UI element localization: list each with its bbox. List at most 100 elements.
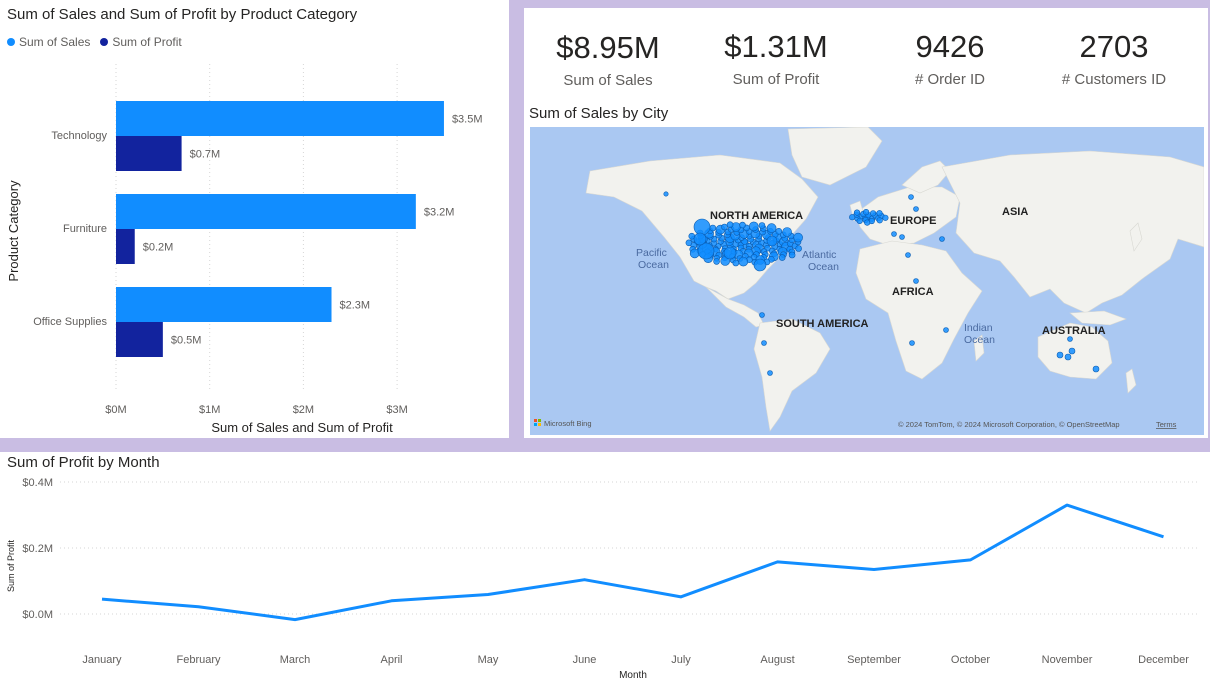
city-bubble[interactable] — [909, 340, 915, 346]
city-bubble[interactable] — [721, 223, 728, 231]
map-panel[interactable]: Sum of Sales by City — [524, 102, 1208, 438]
city-bubble[interactable] — [1068, 347, 1076, 355]
city-bubble[interactable] — [663, 191, 669, 197]
city-bubble[interactable] — [913, 206, 919, 212]
profit-point[interactable] — [582, 577, 588, 583]
label-europe: EUROPE — [890, 215, 936, 227]
profit-point[interactable] — [389, 598, 395, 604]
sales-bar[interactable] — [116, 287, 332, 322]
bing-label: Microsoft Bing — [544, 419, 592, 428]
city-bubble[interactable] — [738, 256, 749, 267]
x-tick-label: $1M — [199, 404, 220, 416]
city-bubble[interactable] — [849, 214, 856, 221]
city-bubble[interactable] — [1067, 336, 1073, 342]
city-bubble[interactable] — [778, 254, 786, 261]
profit-line[interactable] — [101, 503, 1164, 622]
city-bubble[interactable] — [1056, 351, 1064, 359]
label-atlantic: Atlantic — [802, 249, 836, 261]
city-bubble[interactable] — [882, 214, 889, 221]
sales-bar[interactable] — [116, 101, 444, 136]
city-bubble[interactable] — [782, 227, 792, 237]
city-bubble[interactable] — [758, 222, 766, 229]
city-bubble[interactable] — [1064, 353, 1072, 361]
kpi-order-value: 9426 — [915, 29, 985, 64]
map-bubbles[interactable] — [663, 191, 1100, 376]
city-bubble[interactable] — [863, 208, 870, 216]
profit-bar[interactable] — [116, 322, 163, 357]
city-bubble[interactable] — [761, 340, 767, 346]
city-bubble[interactable] — [749, 221, 759, 232]
city-bubble[interactable] — [908, 194, 914, 200]
profit-point[interactable] — [678, 594, 684, 600]
city-bubble[interactable] — [891, 231, 897, 237]
profit-point[interactable] — [1064, 502, 1070, 508]
x-tick-label: March — [280, 654, 311, 666]
bar-data-label: $0.5M — [171, 335, 202, 347]
profit-point[interactable] — [196, 604, 202, 610]
city-bubble[interactable] — [793, 232, 803, 243]
kpi-sales-label: Sum of Sales — [563, 72, 653, 89]
city-bubble[interactable] — [864, 219, 871, 226]
profit-bar[interactable] — [116, 229, 135, 264]
city-bubble[interactable] — [685, 239, 693, 247]
city-bubble[interactable] — [905, 252, 911, 258]
city-bubble[interactable] — [856, 217, 863, 224]
city-bubble[interactable] — [795, 245, 802, 252]
kpi-order-id[interactable]: 9426 # Order ID — [870, 29, 1030, 88]
profit-point[interactable] — [292, 617, 298, 623]
profit-point[interactable] — [485, 592, 491, 598]
city-bubble[interactable] — [693, 218, 711, 236]
profit-point[interactable] — [968, 557, 974, 563]
profit-bar[interactable] — [116, 136, 182, 171]
profit-point[interactable] — [99, 596, 105, 602]
kpi-customers-id[interactable]: 2703 # Customers ID — [1034, 29, 1194, 88]
kpi-sum-of-profit[interactable]: $1.31M Sum of Profit — [696, 29, 856, 88]
x-tick-label: $3M — [386, 404, 407, 416]
city-bubble[interactable] — [739, 221, 746, 229]
city-bubble[interactable] — [899, 234, 905, 240]
city-bubble[interactable] — [870, 210, 877, 217]
bar-chart[interactable]: $0M $1M $2M $3M Technology $3.5M $0.7M Furnitur… — [0, 0, 509, 438]
bar-chart-panel[interactable]: Sum of Sales and Sum of Profit by Produc… — [0, 0, 509, 438]
kpi-customers-value: 2703 — [1079, 29, 1149, 64]
city-bubble[interactable] — [767, 370, 773, 376]
city-bubble[interactable] — [766, 235, 778, 247]
map-terms-link[interactable]: Terms — [1156, 420, 1177, 429]
label-south-america: SOUTH AMERICA — [776, 318, 869, 330]
city-bubble[interactable] — [759, 312, 765, 318]
city-bubble[interactable] — [775, 228, 783, 235]
profit-point[interactable] — [871, 566, 877, 572]
city-bubble[interactable] — [876, 210, 883, 217]
city-bubble[interactable] — [693, 232, 707, 246]
city-bubble[interactable] — [939, 236, 945, 242]
x-tick-label: April — [380, 654, 402, 666]
city-bubble[interactable] — [713, 258, 720, 265]
bar-legend[interactable]: Sum of Sales Sum of Profit — [7, 35, 182, 49]
city-bubble[interactable] — [943, 327, 949, 333]
city-bubble[interactable] — [876, 217, 883, 224]
city-bubble[interactable] — [1092, 365, 1100, 373]
city-bubble[interactable] — [723, 246, 737, 260]
city-bubble[interactable] — [753, 258, 767, 272]
city-bubble[interactable] — [709, 224, 717, 232]
sales-bar[interactable] — [116, 194, 416, 229]
kpi-sum-of-sales[interactable]: $8.95M Sum of Sales — [528, 30, 688, 89]
city-bubble[interactable] — [732, 259, 740, 267]
city-bubble[interactable] — [913, 278, 919, 284]
kpi-profit-value: $1.31M — [724, 29, 828, 64]
city-bubble[interactable] — [697, 242, 715, 260]
line-chart[interactable]: $0.0M $0.2M $0.4M January February March April… — [0, 452, 1210, 688]
line-chart-panel[interactable]: Sum of Profit by Month $0.0M $0.2M $0.4M Ja… — [0, 452, 1210, 688]
legend-profit-label: Sum of Profit — [112, 35, 182, 49]
city-bubble[interactable] — [853, 209, 861, 216]
city-bubble[interactable] — [766, 223, 777, 233]
legend-sales-dot — [7, 38, 15, 46]
bar-data-label: $3.2M — [424, 207, 455, 219]
profit-point[interactable] — [775, 559, 781, 565]
x-tick-label: June — [573, 654, 597, 666]
city-bubble[interactable] — [726, 221, 734, 228]
world-map[interactable]: NORTH AMERICA EUROPE ASIA AFRICA SOUTH A… — [530, 127, 1204, 435]
city-bubble[interactable] — [788, 251, 796, 259]
kpi-customers-label: # Customers ID — [1061, 71, 1167, 88]
profit-point[interactable] — [1161, 534, 1167, 540]
